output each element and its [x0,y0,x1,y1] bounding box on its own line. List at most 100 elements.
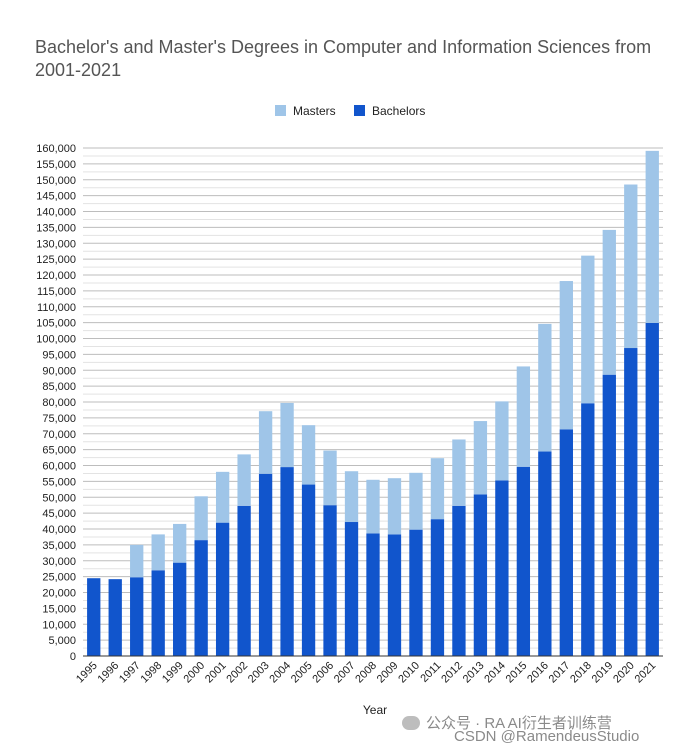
x-tick-label: 2016 [525,660,551,686]
legend-swatch-bachelors [354,105,365,116]
y-tick-label: 145,000 [36,191,76,203]
y-tick-label: 115,000 [37,286,76,298]
bar-bachelors-2001 [215,522,230,656]
bar-bachelors-2012 [452,505,466,656]
x-tick-label: 1996 [96,660,122,686]
x-tick-label: 2010 [396,660,422,686]
bar-bachelors-1998 [151,570,165,656]
y-tick-label: 110,000 [37,302,76,314]
bar-masters-2006 [323,450,337,506]
bar-masters-2007 [344,471,359,523]
x-tick-label: 2011 [418,660,443,685]
bar-bachelors-2020 [624,348,638,656]
y-tick-label: 15,000 [42,603,76,615]
bar-masters-2018 [581,255,595,404]
bar-masters-2013 [473,421,488,495]
x-tick-label: 2012 [439,660,465,686]
bar-bachelors-2007 [344,522,359,656]
y-tick-label: 50,000 [42,492,76,504]
x-tick-label: 2014 [482,660,508,686]
y-axis-tick-labels: 0 5,000 10,000 15,000 20,000 25,000 30,000 35,0… [36,143,76,663]
y-tick-label: 85,000 [42,381,76,393]
bar-bachelors-2003 [258,473,273,656]
bar-masters-2012 [452,439,466,506]
legend-label-masters: Masters [293,104,336,118]
y-tick-label: 45,000 [42,508,76,520]
x-tick-label: 2019 [590,660,616,686]
y-tick-label: 135,000 [36,222,76,234]
bar-bachelors-2015 [516,466,531,656]
legend-swatch-masters [275,105,286,116]
bar-masters-2015 [516,366,531,467]
bar-bachelors-2013 [473,494,488,656]
y-tick-label: 100,000 [36,334,76,346]
x-axis-tick-labels: 1995199619971998199920002001200220032004… [74,660,658,686]
bar-bachelors-2019 [602,374,616,656]
bar-bachelors-2021 [645,322,659,656]
y-tick-label: 40,000 [42,524,76,536]
bar-bachelors-2018 [581,403,595,656]
bar-bachelors-2006 [323,505,337,656]
bar-masters-2009 [387,478,402,535]
x-tick-label: 2005 [289,660,315,686]
y-tick-label: 125,000 [36,254,76,266]
bar-masters-2021 [645,150,659,323]
bar-bachelors-2016 [538,451,552,656]
y-tick-label: 140,000 [36,207,76,219]
y-tick-label: 30,000 [42,556,76,568]
bar-masters-2001 [215,471,230,523]
x-tick-label: 2008 [353,660,379,686]
watermark-text-1: 公众号 · RA AI衍生者训练营 [426,715,612,732]
bar-bachelors-2008 [366,533,380,656]
x-tick-label: 2003 [246,660,272,686]
bar-masters-1998 [151,534,165,571]
y-tick-label: 160,000 [36,143,76,155]
y-tick-label: 35,000 [42,540,76,552]
x-tick-label: 2000 [181,660,207,686]
bar-bachelors-2014 [495,480,509,656]
bar-masters-2011 [430,458,445,520]
bar-masters-2016 [538,323,552,452]
bar-bachelors-2005 [301,484,316,656]
x-tick-label: 2004 [267,660,293,686]
x-tick-label: 2007 [332,660,358,686]
bar-masters-2000 [194,496,208,541]
x-tick-label: 1995 [74,660,100,686]
bar-bachelors-2000 [194,540,208,656]
chart-title: Bachelor's and Master's Degrees in Compu… [35,37,652,80]
bar-masters-2005 [301,425,316,485]
y-tick-label: 75,000 [42,413,76,425]
bar-bachelors-2004 [280,467,294,656]
x-tick-label: 2001 [203,660,229,686]
bar-bachelors-1996 [108,579,122,656]
bar-masters-2010 [409,472,423,530]
y-tick-label: 120,000 [36,270,76,282]
y-tick-label: 130,000 [36,238,76,250]
x-tick-label: 2021 [633,660,659,686]
legend: Masters Bachelors [275,104,425,118]
bar-masters-2014 [495,401,509,481]
bar-bachelors-2011 [430,519,445,656]
y-tick-label: 155,000 [36,159,76,171]
y-tick-label: 105,000 [36,318,76,330]
x-tick-label: 1999 [160,660,186,686]
bar-masters-2002 [237,454,251,506]
watermark-line-1: 公众号 · RA AI衍生者训练营 [402,712,612,733]
x-axis-label: Year [363,703,387,717]
y-tick-label: 0 [70,651,76,663]
y-tick-label: 95,000 [42,349,76,361]
y-tick-label: 65,000 [42,445,76,457]
wechat-logo-icon [402,716,420,730]
y-tick-label: 70,000 [42,429,76,441]
bar-bachelors-1995 [87,578,101,656]
bar-masters-2003 [258,411,273,474]
x-tick-label: 2006 [310,660,336,686]
legend-label-bachelors: Bachelors [372,104,425,118]
bar-bachelors-2010 [409,529,423,656]
x-tick-label: 1997 [117,660,143,686]
x-tick-label: 2015 [504,660,530,686]
bar-masters-2017 [559,281,573,430]
bar-masters-1997 [130,544,144,578]
x-tick-label: 2020 [611,660,637,686]
